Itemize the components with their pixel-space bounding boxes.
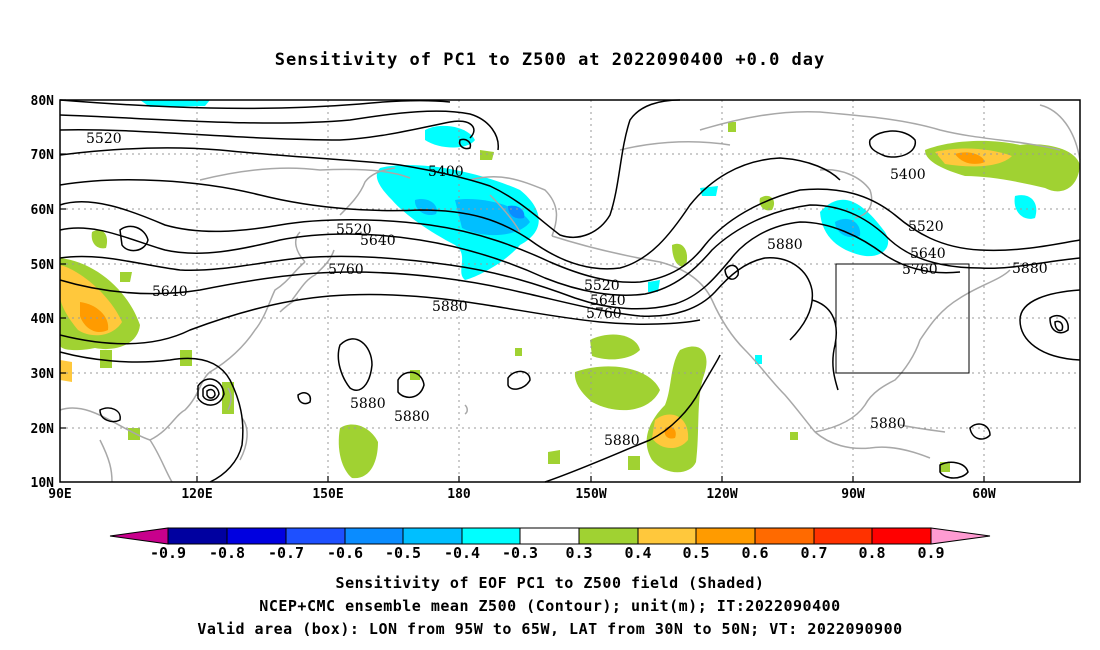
- z500-contours: [59, 99, 1081, 483]
- contour-labels: 5520 5400 5520 5640 5760 5640 5880 5520 …: [86, 131, 1048, 449]
- lat-tick-label: 30N: [31, 367, 55, 382]
- lat-tick-label: 50N: [31, 258, 55, 273]
- lat-tick-label: 60N: [31, 203, 55, 218]
- colorbar-label: 0.5: [682, 544, 709, 562]
- colorbar-label: 0.9: [917, 544, 944, 562]
- colorbar-cell: [167, 527, 228, 545]
- contour-label: 5640: [152, 284, 188, 300]
- colorbar-cell: [637, 527, 697, 545]
- colorbar-cell: [519, 527, 580, 545]
- lon-tick-label: 150W: [575, 487, 606, 502]
- contour-label: 5880: [870, 416, 906, 432]
- colorbar-label: -0.4: [444, 544, 480, 562]
- lon-tick-label: 60W: [972, 487, 996, 502]
- contour-label: 5880: [350, 396, 386, 412]
- colorbar-label: 0.7: [800, 544, 827, 562]
- colorbar-cell: [813, 527, 873, 545]
- colorbar-cell: [695, 527, 756, 545]
- contour-label: 5400: [890, 167, 926, 183]
- colorbar-cell: [226, 527, 287, 545]
- colorbar-label: -0.5: [385, 544, 421, 562]
- caption-contour: NCEP+CMC ensemble mean Z500 (Contour); u…: [259, 597, 841, 615]
- caption-shading: Sensitivity of EOF PC1 to Z500 field (Sh…: [335, 574, 765, 592]
- contour-label: 5880: [1012, 261, 1048, 277]
- colorbar-label: 0.6: [741, 544, 768, 562]
- contour-label: 5520: [584, 278, 620, 294]
- contour-label: 5520: [908, 219, 944, 235]
- contour-label: 5640: [360, 233, 396, 249]
- colorbar-label: -0.3: [502, 544, 538, 562]
- longitude-labels: 90E 120E 150E 180 150W 120W 90W 60W: [48, 487, 996, 502]
- contour-label: 5520: [336, 222, 372, 238]
- map-frame: [59, 99, 1081, 483]
- lon-tick-label: 120W: [706, 487, 737, 502]
- valid-area-box: [835, 263, 970, 374]
- colorbar-cell: [871, 527, 932, 545]
- contour-label: 5880: [432, 299, 468, 315]
- colorbar-low-arrow: [109, 527, 169, 545]
- contour-label: 5760: [902, 262, 938, 278]
- caption-valid-area: Valid area (box): LON from 95W to 65W, L…: [197, 620, 903, 638]
- colorbar-cell: [344, 527, 404, 545]
- contour-label: 5400: [428, 164, 464, 180]
- lon-tick-label: 90W: [841, 487, 865, 502]
- colorbar-cell: [461, 527, 521, 545]
- colorbar-high-arrow: [930, 527, 991, 545]
- sensitivity-shading: [60, 100, 1080, 479]
- lat-tick-label: 80N: [31, 94, 55, 109]
- contour-label: 5640: [590, 293, 626, 309]
- colorbar-label: 0.4: [624, 544, 651, 562]
- lon-tick-label: 150E: [312, 487, 343, 502]
- colorbar-cell: [754, 527, 815, 545]
- colorbar-cell: [285, 527, 346, 545]
- lat-tick-label: 10N: [31, 476, 55, 491]
- lat-tick-label: 70N: [31, 148, 55, 163]
- contour-label: 5880: [767, 237, 803, 253]
- contour-label: 5760: [328, 262, 364, 278]
- colorbar-label: -0.9: [150, 544, 186, 562]
- contour-label: 5640: [910, 246, 946, 262]
- tick-marks: [60, 99, 985, 482]
- lat-tick-label: 20N: [31, 422, 55, 437]
- lon-tick-label: 180: [447, 487, 471, 502]
- colorbar: -0.9 -0.8 -0.7 -0.6 -0.5 -0.4 -0.3 0.3 0…: [109, 527, 991, 562]
- colorbar-label: -0.8: [209, 544, 245, 562]
- colorbar-label: 0.3: [565, 544, 592, 562]
- colorbar-label: -0.7: [268, 544, 304, 562]
- lon-tick-label: 120E: [181, 487, 212, 502]
- latitude-labels: 80N 70N 60N 50N 40N 30N 20N 10N: [31, 94, 55, 491]
- colorbar-label: -0.6: [327, 544, 363, 562]
- contour-label: 5880: [394, 409, 430, 425]
- contour-label: 5880: [604, 433, 640, 449]
- colorbar-cell: [578, 527, 639, 545]
- lon-tick-label: 90E: [48, 487, 71, 502]
- coastlines: [59, 104, 1081, 483]
- contour-label: 5760: [586, 306, 622, 322]
- colorbar-label: 0.8: [858, 544, 885, 562]
- contour-label: 5520: [86, 131, 122, 147]
- page-title: Sensitivity of PC1 to Z500 at 2022090400…: [274, 50, 826, 70]
- colorbar-cell: [402, 527, 463, 545]
- map-grid: [60, 100, 1080, 482]
- lat-tick-label: 40N: [31, 312, 55, 327]
